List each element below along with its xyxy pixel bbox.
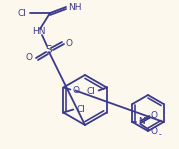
Text: O: O: [150, 127, 157, 135]
Text: HN: HN: [32, 28, 45, 37]
Text: O: O: [25, 53, 32, 62]
Text: +: +: [144, 115, 150, 121]
Text: Cl: Cl: [18, 8, 27, 17]
Text: -: -: [158, 131, 161, 139]
Text: Cl: Cl: [76, 105, 85, 114]
Text: O: O: [72, 86, 79, 95]
Text: N: N: [138, 118, 145, 127]
Text: O: O: [150, 111, 157, 119]
Text: NH: NH: [68, 3, 81, 11]
Text: S: S: [46, 45, 52, 55]
Text: Cl: Cl: [87, 87, 96, 96]
Text: O: O: [65, 38, 72, 48]
